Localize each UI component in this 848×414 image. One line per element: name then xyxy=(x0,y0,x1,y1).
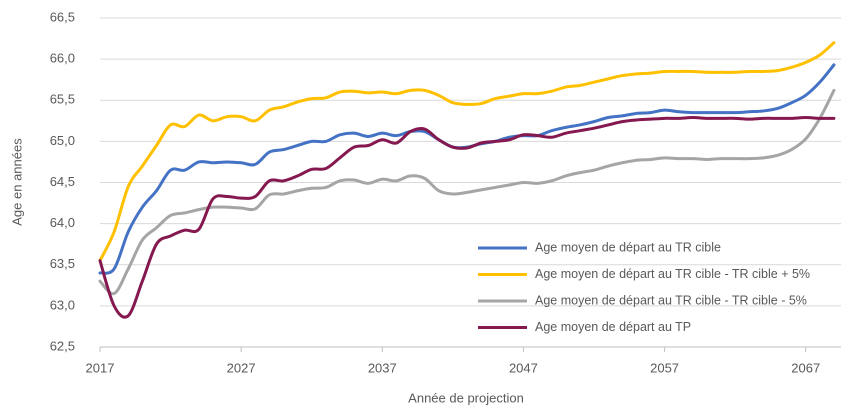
y-tick-label: 64,5 xyxy=(50,174,75,189)
y-tick-label: 63,5 xyxy=(50,256,75,271)
legend-label: Age moyen de départ au TP xyxy=(535,320,691,334)
series-line xyxy=(98,116,836,319)
x-tick-label: 2017 xyxy=(86,360,115,375)
x-tick-label: 2037 xyxy=(368,360,397,375)
y-axis-title: Age en années xyxy=(9,138,24,226)
legend-label: Age moyen de départ au TR cible - TR cib… xyxy=(535,293,807,307)
y-tick-label: 62,5 xyxy=(50,338,75,353)
x-tick-label: 2047 xyxy=(509,360,538,375)
legend-label: Age moyen de départ au TR cible - TR cib… xyxy=(535,267,810,281)
legend-label: Age moyen de départ au TR cible xyxy=(535,240,721,254)
y-tick-label: 63,0 xyxy=(50,297,75,312)
x-tick-label: 2067 xyxy=(791,360,820,375)
y-tick-label: 64,0 xyxy=(50,215,75,230)
series-line xyxy=(98,41,836,263)
x-tick-label: 2027 xyxy=(227,360,256,375)
series-line xyxy=(98,63,836,275)
x-tick-label: 2057 xyxy=(650,360,679,375)
y-tick-label: 66,0 xyxy=(50,51,75,66)
x-axis-title: Année de projection xyxy=(408,390,524,405)
y-tick-label: 66,5 xyxy=(50,9,75,24)
series-line xyxy=(98,88,836,296)
y-tick-label: 65,5 xyxy=(50,92,75,107)
y-tick-label: 65,0 xyxy=(50,133,75,148)
